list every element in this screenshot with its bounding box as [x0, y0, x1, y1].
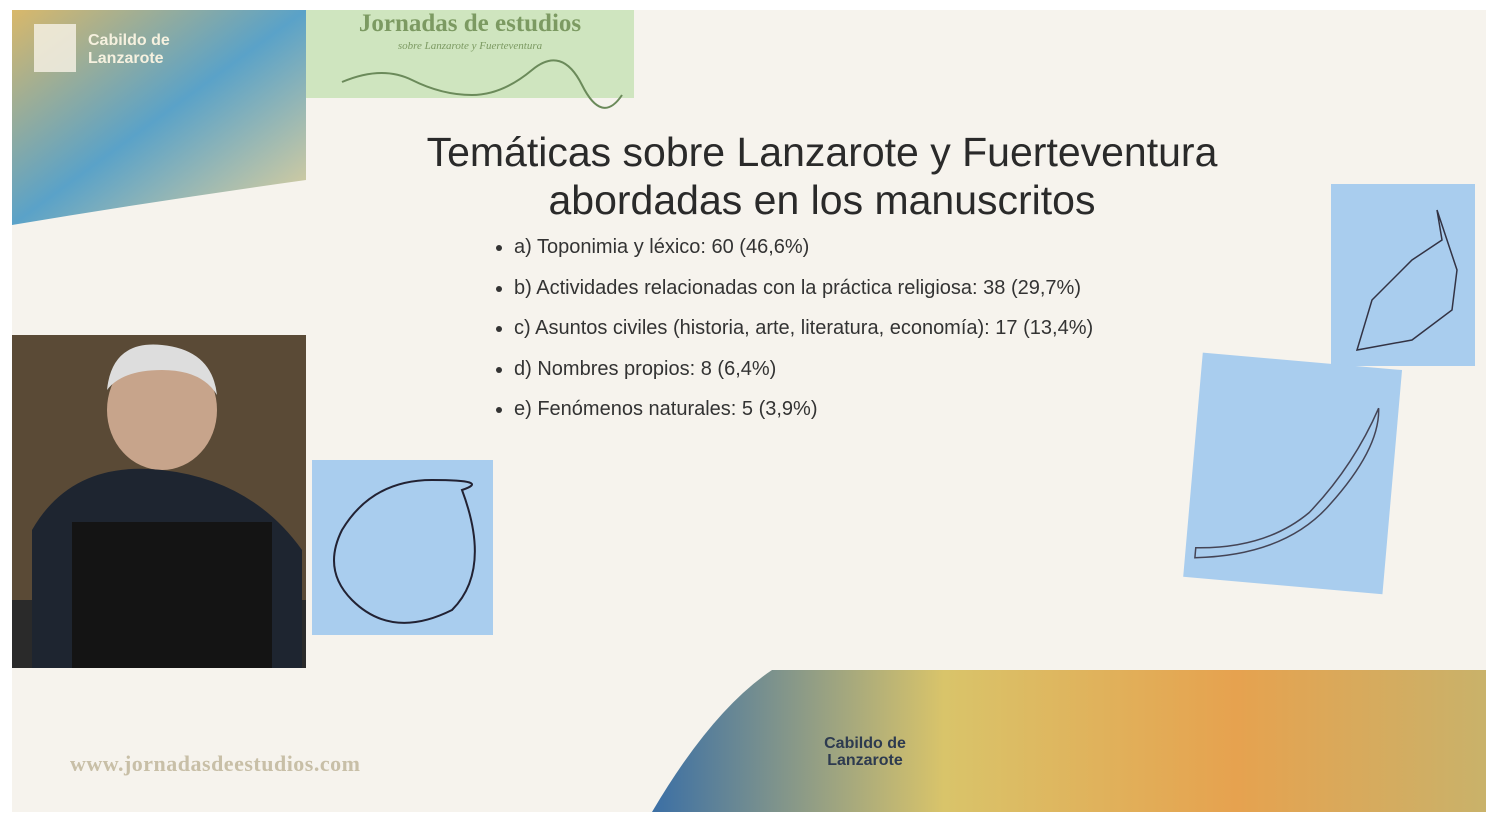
bullet-item: a) Toponimia y léxico: 60 (46,6%) [514, 232, 1093, 273]
logo-icon [34, 24, 76, 72]
page: Cabildo de Lanzarote Jornadas de estudio… [0, 0, 1492, 816]
logo-line: Lanzarote [88, 50, 170, 68]
slide-title: Temáticas sobre Lanzarote y Fuerteventur… [312, 128, 1332, 224]
website: www.jornadasdeestudios.com [70, 751, 360, 777]
bullet-item: d) Nombres propios: 8 (6,4%) [514, 354, 1093, 395]
sponsor-line: Lanzarote [810, 752, 920, 769]
slide: Cabildo de Lanzarote Jornadas de estudio… [12, 10, 1486, 812]
title-line: Temáticas sobre Lanzarote y Fuerteventur… [312, 128, 1332, 176]
bullet-item: b) Actividades relacionadas con la práct… [514, 273, 1093, 314]
bullet-list: a) Toponimia y léxico: 60 (46,6%)b) Acti… [492, 232, 1093, 435]
title-line: abordadas en los manuscritos [312, 176, 1332, 224]
sponsor-line: Cabildo de [810, 735, 920, 752]
logo-text: Cabildo de Lanzarote [88, 32, 170, 68]
bullet-item: c) Asuntos civiles (historia, arte, lite… [514, 313, 1093, 354]
logo-line: Cabildo de [88, 32, 170, 50]
event-title: Jornadas de estudios [306, 10, 634, 38]
bullet-item: e) Fenómenos naturales: 5 (3,9%) [514, 394, 1093, 435]
event-subtitle: sobre Lanzarote y Fuerteventura [306, 40, 634, 52]
sponsor-logo-text: Cabildo de Lanzarote [810, 735, 920, 769]
